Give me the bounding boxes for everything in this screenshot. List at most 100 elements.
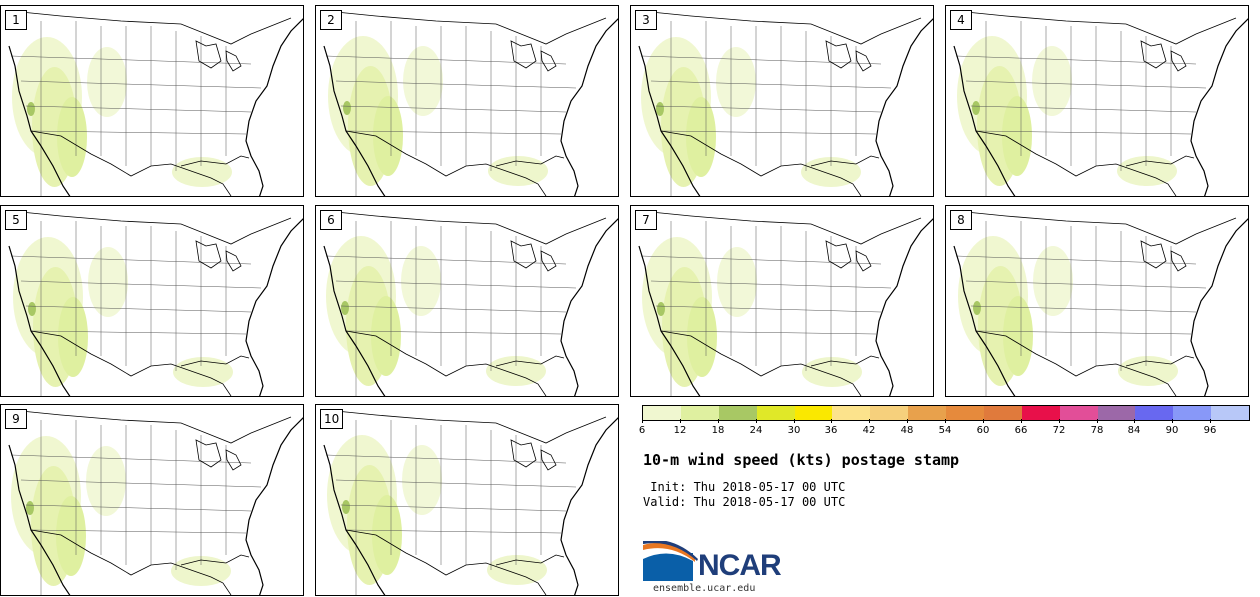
country-border [495, 355, 565, 367]
state-border [975, 130, 1192, 135]
state-border [20, 280, 262, 289]
colorbar-tick [869, 419, 870, 423]
coastline [1190, 18, 1248, 196]
state-border [970, 105, 1197, 113]
state-border [345, 130, 562, 135]
stamp-panel-4: 4 [945, 5, 1249, 197]
colorbar-tick-label: 78 [1090, 425, 1104, 436]
stamp-panel-6: 6 [315, 205, 619, 397]
wind-speed-shading [486, 356, 546, 386]
colorbar [642, 405, 1250, 421]
wind-speed-shading [342, 500, 350, 514]
stamp-panel-3: 3 [630, 5, 934, 197]
country-border [10, 10, 292, 45]
state-border [10, 55, 252, 65]
colorbar-tick [1134, 419, 1135, 423]
plot-title: 10-m wind speed (kts) postage stamp [643, 451, 960, 469]
country-border [10, 210, 292, 245]
colorbar-segment [908, 406, 946, 420]
state-border [30, 330, 247, 335]
colorbar-tick [831, 419, 832, 423]
coastline [1190, 218, 1248, 396]
ncar-logo-text: NCAR [698, 549, 782, 582]
state-border [10, 454, 252, 464]
state-border [965, 280, 1207, 289]
panel-number-4: 4 [950, 10, 972, 30]
wind-speed-shading [972, 101, 980, 115]
map-9 [8, 409, 303, 595]
state-border [340, 504, 567, 512]
init-time: Init: Thu 2018-05-17 00 UTC [643, 480, 846, 494]
valid-time: Valid: Thu 2018-05-17 00 UTC [643, 495, 846, 509]
state-border [340, 105, 567, 113]
colorbar-ticks: 6 12 18 24 30 36 42 48 54 60 66 72 78 84 90 96 [639, 419, 1248, 439]
state-border [640, 255, 882, 265]
colorbar-tick-label: 42 [862, 425, 876, 436]
colorbar-segment [643, 406, 681, 420]
wind-speed-shading [402, 445, 442, 515]
colorbar-tick-label: 84 [1127, 425, 1141, 436]
country-border [660, 130, 862, 196]
map-8 [953, 210, 1248, 396]
country-border [495, 554, 565, 566]
state-border [965, 80, 1207, 89]
state-border [20, 80, 262, 89]
colorbar-tick-label: 24 [749, 425, 763, 436]
wind-speed-shading [487, 555, 547, 585]
state-border [335, 80, 577, 89]
panel-number-9: 9 [5, 409, 27, 429]
stamp-panel-5: 5 [0, 205, 304, 397]
country-border [30, 330, 232, 396]
map-5 [8, 210, 303, 396]
colorbar-tick-label: 60 [976, 425, 990, 436]
panel-number-7: 7 [635, 210, 657, 230]
colorbar-tick [983, 419, 984, 423]
state-border [970, 305, 1197, 313]
great-lakes [825, 240, 872, 272]
colorbar-tick [1021, 419, 1022, 423]
wind-speed-shading [401, 246, 441, 316]
colorbar-segment [1059, 406, 1098, 420]
country-border [180, 355, 250, 367]
wind-speed-shading [656, 102, 664, 116]
map-10 [323, 409, 618, 595]
state-border [655, 305, 882, 313]
wind-speed-shading [87, 47, 127, 117]
state-border [325, 454, 567, 464]
colorbar-segment [756, 406, 795, 420]
state-border [325, 255, 567, 265]
panel-number-1: 1 [5, 10, 27, 30]
map-2 [323, 10, 618, 196]
state-border [640, 55, 882, 65]
great-lakes [1140, 240, 1187, 272]
stamp-panel-8: 8 [945, 205, 1249, 397]
great-lakes [510, 240, 557, 272]
state-border [25, 305, 252, 313]
colorbar-segment [983, 406, 1022, 420]
great-lakes [195, 40, 242, 72]
colorbar-tick-label: 96 [1203, 425, 1217, 436]
country-border [640, 210, 922, 245]
stamp-panel-1: 1 [0, 5, 304, 197]
country-border [345, 330, 547, 396]
colorbar-tick-label: 30 [787, 425, 801, 436]
country-border [810, 355, 880, 367]
state-border [335, 479, 577, 488]
state-border [10, 255, 252, 265]
colorbar-tick [1059, 419, 1060, 423]
country-border [660, 330, 862, 396]
colorbar-tick [945, 419, 946, 423]
colorbar-segment [1135, 406, 1174, 420]
wind-speed-shading [1118, 356, 1178, 386]
wind-speed-shading [56, 496, 86, 576]
ncar-logo-icon [643, 541, 698, 581]
great-lakes [1140, 40, 1187, 72]
country-border [810, 155, 880, 167]
colorbar-segment [1173, 406, 1212, 420]
colorbar-tick [756, 419, 757, 423]
wind-speed-shading [687, 297, 717, 377]
colorbar-tick [1097, 419, 1098, 423]
country-border [30, 529, 232, 595]
coastline [560, 18, 618, 196]
wind-speed-shading [717, 247, 757, 317]
